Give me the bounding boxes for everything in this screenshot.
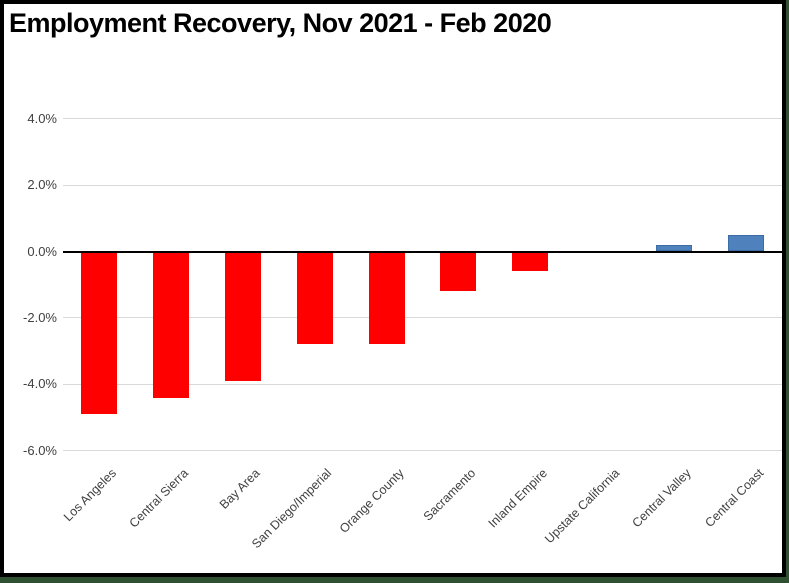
zero-axis-line: [63, 250, 782, 253]
bar-bay-area: [224, 251, 261, 381]
y-axis-tick-label: -6.0%: [23, 442, 57, 458]
gridline-4.0%: [63, 118, 782, 120]
bar-los-angeles: [80, 251, 117, 415]
y-axis-tick-label: 4.0%: [27, 110, 57, 126]
bar-orange-county: [368, 251, 405, 345]
bar-san-diego-imperial: [296, 251, 333, 345]
x-axis-label-upstate-california: Upstate California: [541, 466, 623, 547]
x-axis-label-central-sierra: Central Sierra: [126, 466, 191, 531]
bar-sacramento: [440, 251, 477, 292]
gridline-2.0%: [63, 184, 782, 186]
x-axis-label-bay-area: Bay Area: [216, 466, 263, 512]
chart-title: Employment Recovery, Nov 2021 - Feb 2020: [9, 8, 552, 38]
bar-central-coast: [728, 234, 765, 252]
gridline--6.0%: [63, 450, 782, 452]
gridline--4.0%: [63, 383, 782, 385]
y-axis-tick-label: 0.0%: [27, 243, 57, 259]
x-axis-label-central-coast: Central Coast: [702, 466, 766, 530]
gridline--2.0%: [63, 317, 782, 319]
bar-central-valley: [656, 244, 693, 252]
x-axis-label-orange-county: Orange County: [336, 466, 407, 536]
y-axis-tick-label: -2.0%: [23, 309, 57, 325]
x-axis-label-sacramento: Sacramento: [420, 466, 479, 524]
x-axis-label-inland-empire: Inland Empire: [485, 466, 551, 531]
x-axis-label-central-valley: Central Valley: [629, 466, 695, 531]
x-axis-label-san-diego-imperial: San Diego/Imperial: [249, 466, 335, 552]
y-axis-tick-label: -4.0%: [23, 376, 57, 392]
y-axis-tick-label: 2.0%: [27, 177, 57, 193]
bar-central-sierra: [152, 251, 189, 398]
x-axis-label-los-angeles: Los Angeles: [60, 466, 119, 525]
bar-inland-empire: [512, 251, 549, 272]
